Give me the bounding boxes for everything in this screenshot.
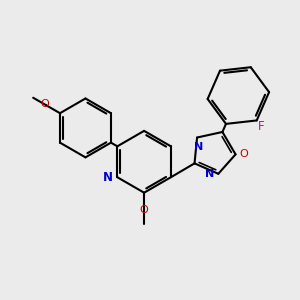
Text: O: O: [40, 99, 49, 110]
Text: N: N: [205, 169, 214, 179]
Text: N: N: [194, 142, 203, 152]
Text: O: O: [140, 206, 148, 215]
Text: F: F: [258, 120, 264, 133]
Text: N: N: [103, 171, 113, 184]
Text: O: O: [239, 149, 248, 159]
